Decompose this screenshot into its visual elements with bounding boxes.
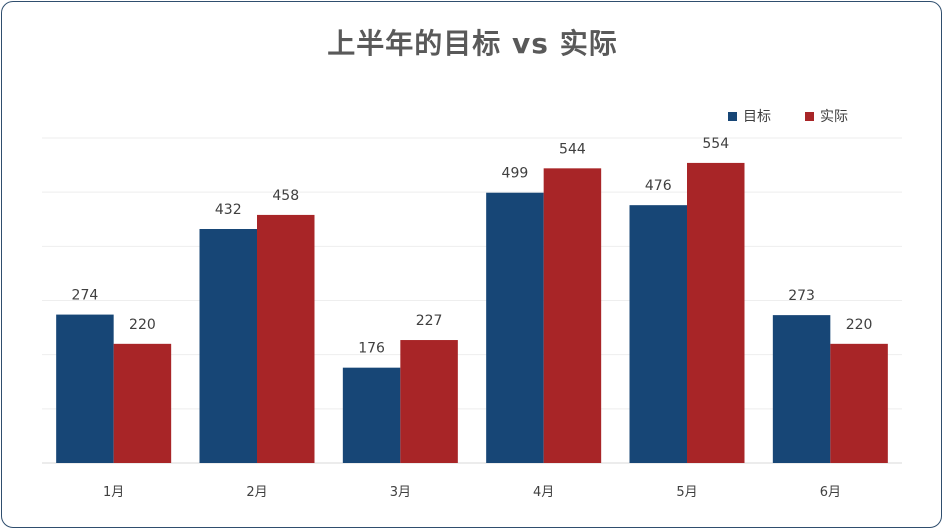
bar (257, 214, 315, 463)
x-tick-label: 5月 (676, 485, 697, 500)
legend-swatch-target (728, 111, 737, 121)
data-label: 176 (358, 341, 385, 357)
x-tick-label: 6月 (820, 485, 841, 500)
bar (486, 192, 544, 464)
data-label: 227 (416, 313, 443, 329)
bar (687, 162, 745, 463)
legend-swatch-actual (805, 111, 814, 121)
bar (342, 367, 401, 463)
data-label: 220 (129, 317, 156, 333)
data-label: 273 (788, 288, 815, 304)
data-label: 458 (272, 188, 299, 204)
bar (772, 315, 831, 463)
bar (400, 340, 458, 463)
legend-item-actual: 实际 (805, 106, 848, 126)
bar (830, 343, 888, 463)
bar (199, 229, 257, 463)
x-tick-label: 2月 (246, 485, 267, 500)
data-label: 476 (645, 178, 672, 194)
data-label: 554 (702, 136, 729, 152)
data-label: 432 (215, 202, 242, 218)
bar (543, 168, 602, 464)
data-label: 274 (72, 288, 99, 304)
chart-title: 上半年的目标 vs 实际 (327, 27, 618, 60)
data-label: 220 (846, 317, 873, 333)
data-label: 544 (559, 141, 586, 157)
bar (629, 205, 687, 463)
bar (113, 343, 172, 463)
data-label: 499 (502, 166, 529, 182)
legend-item-target: 目标 (728, 106, 771, 126)
x-tick-label: 3月 (390, 485, 411, 500)
chart-legend: 目标 实际 (728, 106, 848, 126)
legend-label-target: 目标 (743, 109, 771, 125)
x-tick-label: 1月 (103, 485, 124, 500)
legend-label-actual: 实际 (820, 109, 848, 125)
x-tick-label: 4月 (533, 485, 554, 500)
bar (56, 314, 114, 463)
